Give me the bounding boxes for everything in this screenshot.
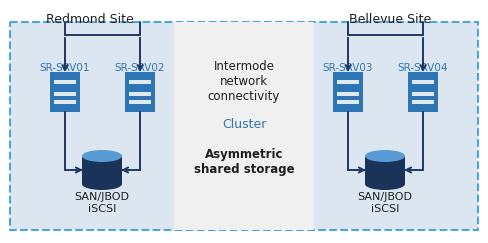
Ellipse shape — [82, 178, 122, 190]
Bar — [129, 80, 151, 84]
Bar — [337, 100, 359, 104]
Bar — [129, 92, 151, 96]
Text: Cluster: Cluster — [222, 118, 266, 131]
Bar — [54, 92, 76, 96]
Ellipse shape — [82, 150, 122, 162]
Ellipse shape — [365, 178, 405, 190]
Bar — [365, 156, 405, 184]
Ellipse shape — [365, 150, 405, 162]
Text: Bellevue Site: Bellevue Site — [349, 13, 431, 26]
Bar — [174, 22, 314, 230]
Bar — [82, 156, 122, 184]
Text: SR-SRV04: SR-SRV04 — [398, 63, 448, 73]
Bar — [10, 22, 478, 230]
Bar — [50, 72, 80, 112]
Text: Asymmetric
shared storage: Asymmetric shared storage — [194, 148, 294, 176]
Bar — [412, 100, 434, 104]
Bar — [337, 92, 359, 96]
Text: Redmond Site: Redmond Site — [46, 13, 134, 26]
Bar — [125, 72, 155, 112]
Bar — [412, 92, 434, 96]
Bar — [54, 80, 76, 84]
Bar — [408, 72, 438, 112]
Text: SR-SRV02: SR-SRV02 — [115, 63, 165, 73]
Bar — [54, 100, 76, 104]
Bar — [333, 72, 363, 112]
Text: SAN/JBOD
iSCSI: SAN/JBOD iSCSI — [75, 192, 129, 214]
Bar — [129, 100, 151, 104]
Text: SR-SRV03: SR-SRV03 — [323, 63, 373, 73]
Bar — [412, 80, 434, 84]
Text: Intermode
network
connectivity: Intermode network connectivity — [208, 60, 280, 103]
Text: SR-SRV01: SR-SRV01 — [40, 63, 90, 73]
Text: SAN/JBOD
iSCSI: SAN/JBOD iSCSI — [358, 192, 412, 214]
Bar — [337, 80, 359, 84]
